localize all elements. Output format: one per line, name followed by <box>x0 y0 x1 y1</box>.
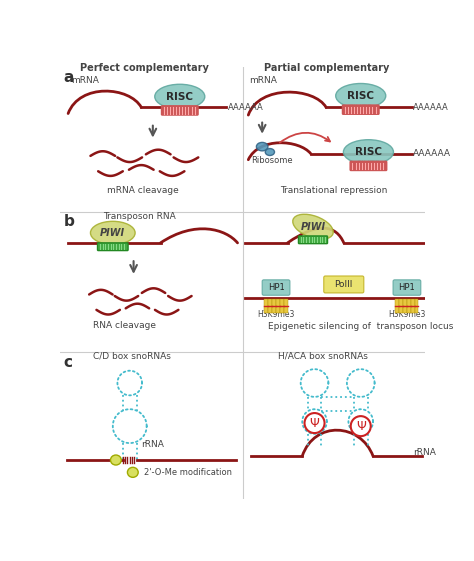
Text: PIWI: PIWI <box>100 228 125 238</box>
Circle shape <box>351 416 371 436</box>
Text: RNA cleavage: RNA cleavage <box>93 320 156 329</box>
Text: HP1: HP1 <box>399 283 415 292</box>
Text: mRNA: mRNA <box>71 76 99 85</box>
Text: 3'UTR: 3'UTR <box>356 160 381 169</box>
Text: Perfect complementary: Perfect complementary <box>80 63 209 73</box>
Ellipse shape <box>110 455 121 465</box>
Text: C/D box snoRNAs: C/D box snoRNAs <box>93 351 171 360</box>
Text: RISC: RISC <box>347 91 374 101</box>
Bar <box>395 299 399 313</box>
Text: AAAAAA: AAAAAA <box>413 103 449 112</box>
Ellipse shape <box>343 140 393 164</box>
Text: rRNA: rRNA <box>413 448 436 457</box>
Circle shape <box>304 413 325 433</box>
Text: AAAAAA: AAAAAA <box>413 149 451 158</box>
Text: Partial complementary: Partial complementary <box>264 63 390 73</box>
Text: HP1: HP1 <box>268 283 284 292</box>
Bar <box>264 299 268 313</box>
Bar <box>415 299 419 313</box>
Bar <box>268 299 272 313</box>
Bar <box>399 299 403 313</box>
Bar <box>280 299 284 313</box>
Text: Transposon RNA: Transposon RNA <box>103 212 175 221</box>
Bar <box>403 299 407 313</box>
Text: mRNA: mRNA <box>249 76 277 85</box>
Bar <box>276 299 280 313</box>
Text: Ψ: Ψ <box>310 417 319 430</box>
Text: PIWI: PIWI <box>301 222 326 232</box>
Text: H3K9me3: H3K9me3 <box>388 310 426 319</box>
Bar <box>272 299 276 313</box>
FancyBboxPatch shape <box>342 105 379 114</box>
Text: Ψ: Ψ <box>356 420 365 433</box>
Text: H3K9me3: H3K9me3 <box>257 310 295 319</box>
Text: Epigenetic silencing of  transposon locus: Epigenetic silencing of transposon locus <box>268 322 454 331</box>
Text: AAAAAA: AAAAAA <box>228 103 263 112</box>
FancyBboxPatch shape <box>162 106 198 115</box>
FancyBboxPatch shape <box>98 243 128 251</box>
Text: rRNA: rRNA <box>141 440 164 449</box>
Bar <box>411 299 415 313</box>
Text: a: a <box>64 70 74 85</box>
Text: H/ACA box snoRNAs: H/ACA box snoRNAs <box>278 351 367 360</box>
FancyArrowPatch shape <box>280 133 330 142</box>
Ellipse shape <box>128 467 138 477</box>
Text: Ribosome: Ribosome <box>251 156 293 165</box>
Ellipse shape <box>293 214 333 239</box>
FancyBboxPatch shape <box>262 280 290 295</box>
FancyBboxPatch shape <box>324 276 364 293</box>
Text: RISC: RISC <box>355 147 382 157</box>
Ellipse shape <box>336 84 386 108</box>
Text: c: c <box>64 355 73 370</box>
Ellipse shape <box>155 84 205 109</box>
FancyBboxPatch shape <box>393 280 421 295</box>
Text: 3'UTR: 3'UTR <box>167 105 192 114</box>
Text: mRNA cleavage: mRNA cleavage <box>107 186 178 195</box>
Text: PolII: PolII <box>335 280 353 289</box>
Bar <box>407 299 411 313</box>
Text: 2'-O-Me modification: 2'-O-Me modification <box>144 468 232 477</box>
Bar <box>284 299 288 313</box>
Text: RISC: RISC <box>166 91 193 102</box>
Text: 3'UTR: 3'UTR <box>348 104 373 113</box>
FancyBboxPatch shape <box>350 161 387 171</box>
Text: Translational repression: Translational repression <box>280 186 387 195</box>
Ellipse shape <box>265 149 274 155</box>
Ellipse shape <box>91 222 135 245</box>
Ellipse shape <box>256 142 268 151</box>
Text: b: b <box>64 214 74 229</box>
FancyBboxPatch shape <box>299 236 328 243</box>
